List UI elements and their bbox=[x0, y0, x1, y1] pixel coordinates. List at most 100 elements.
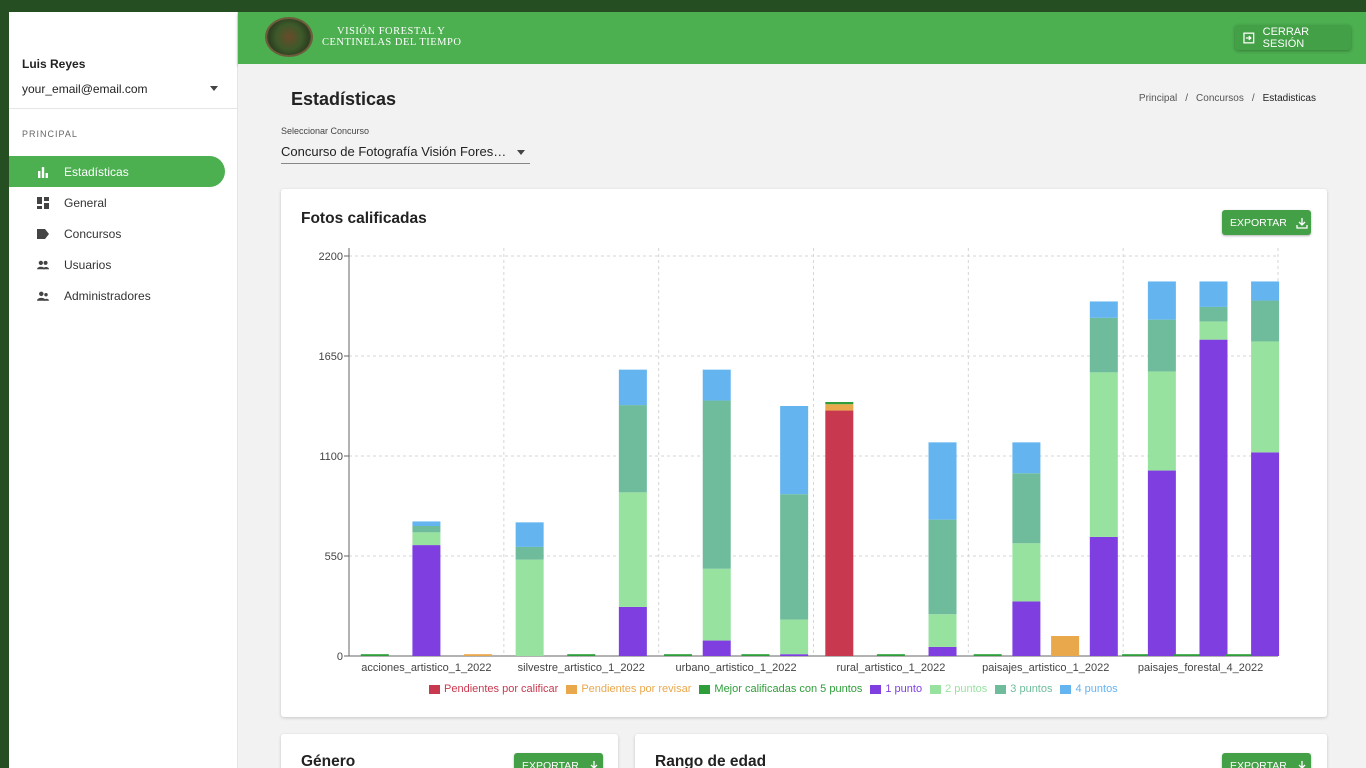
sidebar-item-label: Administradores bbox=[64, 289, 151, 303]
y-tick-label: 1100 bbox=[319, 451, 343, 463]
bar-segment bbox=[1122, 654, 1151, 656]
bar-segment bbox=[1051, 636, 1080, 656]
bar-segment bbox=[876, 654, 905, 656]
bar-segment bbox=[1251, 300, 1280, 342]
bar-segment bbox=[1199, 339, 1228, 656]
download-icon bbox=[588, 760, 600, 768]
contest-select[interactable]: Concurso de Fotografía Visión Forestal y… bbox=[281, 142, 530, 164]
bar-segment bbox=[1147, 319, 1176, 372]
x-tick-label: paisajes_forestal_4_2022 bbox=[1138, 662, 1263, 674]
bar-segment bbox=[741, 654, 770, 656]
bar-segment bbox=[412, 521, 441, 526]
bar-segment bbox=[702, 640, 731, 656]
user-name: Luis Reyes bbox=[22, 57, 86, 71]
legend-item[interactable]: Mejor calificadas con 5 puntos bbox=[699, 683, 862, 695]
x-tick-label: urbano_artistico_1_2022 bbox=[676, 662, 797, 674]
card-title: Rango de edad bbox=[655, 753, 767, 768]
page-title: Estadísticas bbox=[291, 89, 397, 109]
bar-segment bbox=[1173, 654, 1202, 656]
bar-segment bbox=[780, 619, 809, 655]
legend-label: 2 puntos bbox=[945, 683, 988, 695]
y-tick-label: 2200 bbox=[319, 251, 343, 263]
legend-label: 1 punto bbox=[885, 683, 923, 695]
legend-swatch bbox=[870, 684, 882, 694]
bar-segment bbox=[412, 532, 441, 546]
legend-label: 3 puntos bbox=[1010, 683, 1053, 695]
bar-segment bbox=[1225, 654, 1254, 656]
bar-segment bbox=[928, 614, 957, 647]
bar-segment bbox=[515, 546, 544, 560]
legend-label: Pendientes por revisar bbox=[581, 683, 692, 695]
logo-text: VISIÓN FORESTAL Y CENTINELAS DEL TIEMPO bbox=[322, 26, 461, 48]
legend-label: Pendientes por calificar bbox=[444, 683, 559, 695]
export-button[interactable]: EXPORTAR bbox=[1222, 210, 1311, 235]
legend-item[interactable]: 4 puntos bbox=[1060, 683, 1118, 695]
contest-select-value: Concurso de Fotografía Visión Forestal y… bbox=[281, 144, 509, 159]
fotos-calificadas-card: Fotos calificadas EXPORTAR 0 550 1100 1650 2… bbox=[281, 189, 1327, 717]
bar-segment bbox=[515, 559, 544, 656]
legend-swatch bbox=[995, 684, 1007, 694]
bar-segment bbox=[1089, 372, 1118, 537]
export-label: EXPORTAR bbox=[1230, 216, 1287, 229]
bar-segment bbox=[618, 405, 647, 493]
logout-button[interactable]: CERRAR SESIÓN bbox=[1235, 25, 1351, 50]
window-frame-top bbox=[0, 0, 1366, 12]
supervisor-icon bbox=[37, 291, 49, 301]
legend-item[interactable]: Pendientes por calificar bbox=[429, 683, 558, 695]
breadcrumb-principal[interactable]: Principal bbox=[1138, 93, 1178, 104]
bar-segment bbox=[412, 545, 441, 656]
legend-swatch bbox=[566, 684, 578, 694]
bar-segment bbox=[1012, 601, 1041, 656]
bar-segment bbox=[567, 654, 596, 656]
bar-segment bbox=[1012, 442, 1041, 474]
breadcrumb-concursos[interactable]: Concursos bbox=[1196, 93, 1244, 104]
bar-segment bbox=[825, 402, 854, 405]
bar-segment bbox=[412, 526, 441, 533]
bar-segment bbox=[702, 400, 731, 569]
chevron-down-icon[interactable] bbox=[210, 86, 218, 91]
export-button[interactable]: EXPORTAR bbox=[514, 753, 603, 768]
bar-segment bbox=[1199, 321, 1228, 340]
bar-segment bbox=[515, 522, 544, 547]
legend-swatch bbox=[429, 684, 440, 694]
export-label: EXPORTAR bbox=[1230, 759, 1287, 768]
sidebar-item-general[interactable]: General bbox=[9, 187, 225, 218]
contest-select-label: Seleccionar Concurso bbox=[281, 126, 370, 136]
user-email: your_email@email.com bbox=[22, 82, 148, 96]
bar-segment bbox=[1199, 306, 1228, 322]
sidebar-item-estadisticas[interactable]: Estadísticas bbox=[9, 156, 225, 187]
bar-segment bbox=[1012, 473, 1041, 544]
legend-item[interactable]: 3 puntos bbox=[995, 683, 1052, 695]
bar-segment bbox=[825, 404, 854, 411]
sidebar-item-concursos[interactable]: Concursos bbox=[9, 218, 225, 249]
rango-edad-card: Rango de edad EXPORTAR bbox=[635, 734, 1327, 768]
legend-item[interactable]: 1 punto bbox=[870, 683, 922, 695]
bar-segment bbox=[1251, 452, 1280, 656]
legend-item[interactable]: 2 puntos bbox=[930, 683, 987, 695]
sidebar-item-label: Concursos bbox=[64, 227, 122, 241]
label-icon bbox=[37, 229, 49, 239]
logout-label: CERRAR SESIÓN bbox=[1262, 25, 1310, 50]
bar-segment bbox=[702, 568, 731, 641]
x-tick-label: paisajes_artistico_1_2022 bbox=[982, 662, 1109, 674]
bar-segment bbox=[1012, 543, 1041, 602]
bar-segment bbox=[1251, 281, 1280, 301]
export-button[interactable]: EXPORTAR bbox=[1222, 753, 1311, 768]
people-icon bbox=[37, 260, 49, 270]
bar-segment bbox=[702, 369, 731, 401]
sidebar-item-usuarios[interactable]: Usuarios bbox=[9, 249, 225, 280]
bar-segment bbox=[618, 606, 647, 656]
bar-segment bbox=[1199, 281, 1228, 307]
bar-segment bbox=[780, 654, 809, 656]
legend-label: 4 puntos bbox=[1075, 683, 1118, 695]
legend-item[interactable]: Pendientes por revisar bbox=[566, 683, 691, 695]
breadcrumb: Principal / Concursos / Estadisticas bbox=[1139, 93, 1316, 104]
bar-segment bbox=[1089, 536, 1118, 656]
dashboard-icon bbox=[37, 197, 49, 209]
legend-swatch bbox=[1060, 684, 1072, 694]
logout-icon bbox=[1243, 32, 1255, 43]
sidebar-item-administradores[interactable]: Administradores bbox=[9, 280, 225, 311]
top-bar: VISIÓN FORESTAL Y CENTINELAS DEL TIEMPO … bbox=[238, 12, 1366, 64]
download-icon bbox=[1296, 217, 1308, 229]
user-menu[interactable]: Luis Reyes your_email@email.com bbox=[9, 12, 237, 109]
